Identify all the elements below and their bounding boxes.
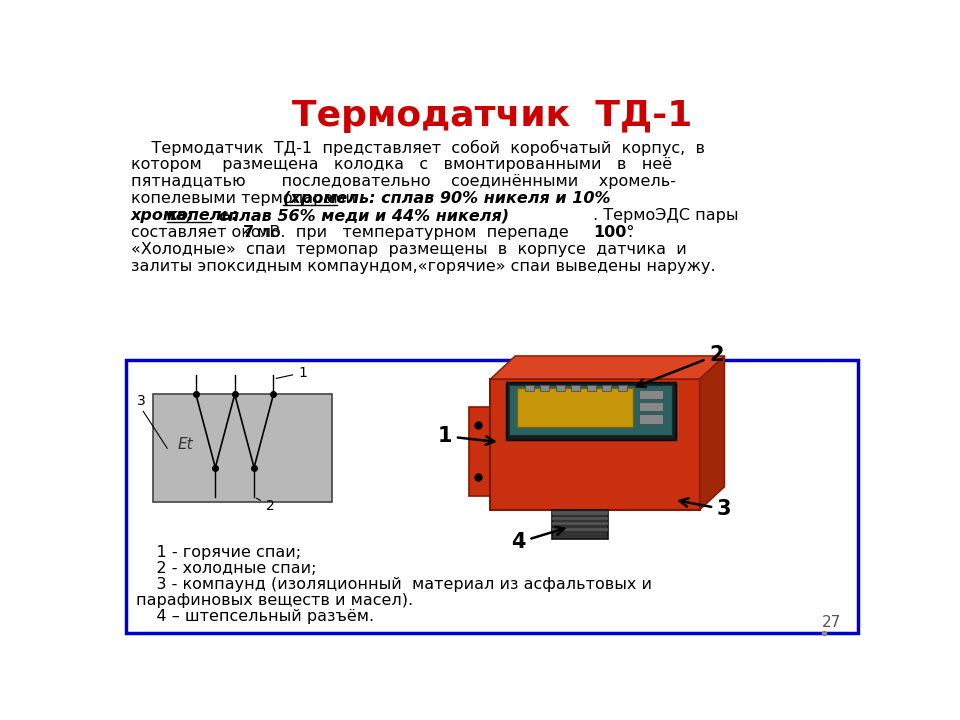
Text: Et: Et bbox=[178, 437, 194, 452]
Text: 3 - компаунд (изоляционный  материал из асфальтовых и: 3 - компаунд (изоляционный материал из а… bbox=[135, 577, 652, 592]
Text: 7: 7 bbox=[243, 225, 253, 240]
Text: Термодатчик  ТД-1: Термодатчик ТД-1 bbox=[292, 99, 692, 132]
Text: 2: 2 bbox=[636, 346, 724, 387]
Bar bbox=[552, 528, 609, 531]
Bar bbox=[571, 385, 581, 391]
Bar bbox=[639, 415, 662, 423]
Text: 2 - холодные спаи;: 2 - холодные спаи; bbox=[135, 561, 316, 576]
Text: 1 - горячие спаи;: 1 - горячие спаи; bbox=[135, 544, 300, 559]
Bar bbox=[491, 379, 700, 510]
Text: 3: 3 bbox=[680, 498, 732, 519]
Text: сплав 56% меди и 44% никеля): сплав 56% меди и 44% никеля) bbox=[213, 208, 509, 223]
Bar bbox=[509, 385, 672, 435]
Text: 4: 4 bbox=[512, 527, 564, 552]
Text: 1: 1 bbox=[276, 366, 307, 379]
Bar bbox=[617, 385, 627, 391]
Bar bbox=[556, 385, 564, 391]
Text: 27: 27 bbox=[822, 615, 841, 630]
Text: пятнадцатью       последовательно    соединёнными    хромель-: пятнадцатью последовательно соединёнными… bbox=[131, 174, 676, 189]
Text: 1: 1 bbox=[438, 426, 494, 446]
Text: (хромель: сплав 90% никеля и 10%: (хромель: сплав 90% никеля и 10% bbox=[283, 191, 611, 206]
Bar bbox=[552, 517, 609, 520]
Bar bbox=[552, 510, 609, 539]
Text: копелевыми термопарами: копелевыми термопарами bbox=[131, 191, 366, 206]
Text: копель:: копель: bbox=[166, 208, 238, 223]
Bar bbox=[516, 388, 633, 427]
Polygon shape bbox=[491, 356, 725, 379]
Text: 4 – штепсельный разъём.: 4 – штепсельный разъём. bbox=[135, 609, 373, 624]
Bar bbox=[552, 522, 609, 526]
Text: .: . bbox=[628, 225, 633, 240]
Bar bbox=[552, 511, 609, 515]
Bar bbox=[126, 360, 858, 633]
Text: залиты эпоксидным компаундом,«горячие» спаи выведены наружу.: залиты эпоксидным компаундом,«горячие» с… bbox=[131, 259, 715, 274]
Text: парафиновых веществ и масел).: парафиновых веществ и масел). bbox=[135, 593, 413, 608]
Bar bbox=[468, 408, 493, 496]
Bar bbox=[639, 390, 662, 399]
Bar bbox=[602, 385, 612, 391]
Bar bbox=[540, 385, 549, 391]
Text: Термодатчик  ТД-1  представляет  собой  коробчатый  корпус,  в: Термодатчик ТД-1 представляет собой коро… bbox=[131, 140, 705, 156]
Bar bbox=[639, 402, 662, 411]
Text: составляет около: составляет около bbox=[131, 225, 286, 240]
Bar bbox=[587, 385, 596, 391]
Bar bbox=[154, 395, 331, 502]
Text: мВ.  при   температурном  перепаде: мВ. при температурном перепаде bbox=[252, 225, 574, 240]
Polygon shape bbox=[700, 356, 725, 510]
Text: котором    размещена   колодка   с   вмонтированными   в   неё: котором размещена колодка с вмонтированн… bbox=[131, 157, 672, 172]
Text: 2: 2 bbox=[256, 498, 275, 513]
Text: «Холодные»  спаи  термопар  размещены  в  корпусе  датчика  и: «Холодные» спаи термопар размещены в кор… bbox=[131, 242, 686, 257]
Bar bbox=[524, 385, 534, 391]
Text: хрома;: хрома; bbox=[131, 208, 200, 223]
Text: . ТермоЭДС пары: . ТермоЭДС пары bbox=[592, 208, 738, 223]
Bar bbox=[506, 382, 677, 440]
Text: 100°: 100° bbox=[592, 225, 635, 240]
Text: 3: 3 bbox=[136, 394, 145, 408]
